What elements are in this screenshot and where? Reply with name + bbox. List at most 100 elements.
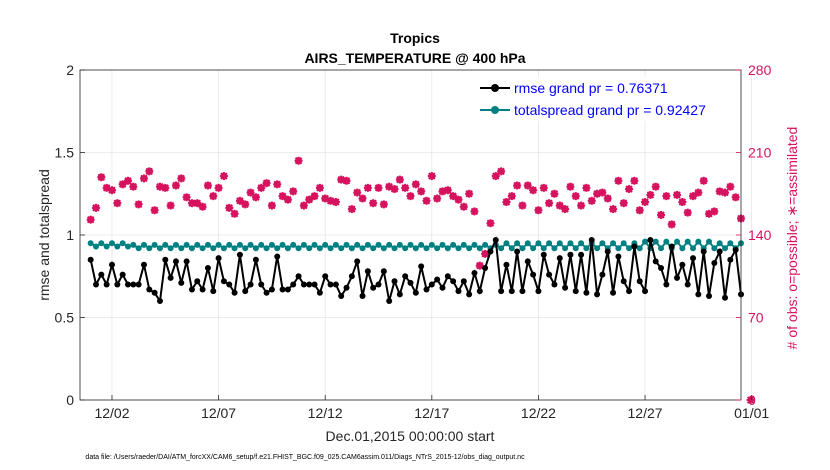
totalspread-point: [156, 245, 163, 252]
rmse-point: [508, 288, 515, 295]
totalspread-point: [268, 241, 275, 248]
totalspread-point: [263, 245, 270, 252]
rmse-point: [188, 286, 195, 293]
obs-possible-point: [641, 198, 649, 206]
totalspread-point: [151, 241, 158, 248]
totalspread-point: [610, 240, 617, 247]
obs-possible-point: [545, 199, 553, 207]
obs-possible-point: [247, 189, 255, 197]
rmse-point: [551, 281, 558, 288]
totalspread-point: [311, 241, 318, 248]
rmse-point: [444, 273, 451, 280]
totalspread-point: [556, 240, 563, 247]
totalspread-point: [562, 245, 569, 252]
obs-possible-point: [524, 182, 532, 189]
rmse-point: [620, 278, 627, 285]
rmse-point: [492, 236, 499, 243]
rmse-point: [583, 289, 590, 296]
totalspread-point: [567, 240, 574, 247]
rmse-point: [162, 256, 169, 263]
obs-possible-point: [343, 177, 351, 185]
totalspread-point: [386, 241, 393, 248]
x-tick-label: 12/22: [521, 405, 556, 421]
totalspread-point: [295, 245, 302, 252]
totalspread-point: [418, 241, 425, 248]
x-tick-label: 12/02: [94, 405, 129, 421]
rmse-point: [295, 273, 302, 280]
totalspread-point: [423, 245, 430, 252]
obs-possible-point: [284, 196, 292, 204]
totalspread-point: [188, 245, 195, 252]
obs-possible-point: [225, 204, 233, 212]
totalspread-point: [252, 245, 259, 252]
y-right-tick-label: 70: [748, 310, 764, 326]
totalspread-point: [290, 241, 297, 248]
rmse-point: [535, 288, 542, 295]
rmse-point: [402, 273, 409, 280]
rmse-point: [546, 271, 553, 278]
rmse-point: [332, 281, 339, 288]
obs-possible-point: [231, 210, 239, 218]
rmse-point: [274, 253, 281, 260]
rmse-point: [418, 263, 425, 270]
totalspread-point: [599, 240, 606, 247]
rmse-point: [178, 279, 185, 286]
totalspread-point: [204, 241, 211, 248]
totalspread-point: [503, 240, 510, 247]
totalspread-point: [354, 241, 361, 248]
obs-possible-point: [476, 262, 484, 270]
obs-possible-point: [710, 207, 718, 215]
rmse-point: [306, 281, 313, 288]
totalspread-point: [258, 241, 265, 248]
obs-possible-point: [263, 179, 271, 187]
totalspread-point: [508, 245, 515, 252]
rmse-point: [706, 293, 713, 300]
rmse-point: [194, 278, 201, 285]
obs-possible-point: [289, 187, 297, 195]
obs-possible-point: [332, 198, 340, 206]
obs-possible-point: [97, 173, 105, 181]
totalspread-point: [482, 241, 489, 248]
totalspread-point: [236, 241, 243, 248]
rmse-point: [386, 298, 393, 304]
obs-possible-point: [295, 157, 303, 165]
obs-possible-point: [252, 193, 260, 201]
totalspread-point: [407, 241, 414, 248]
totalspread-point: [327, 245, 334, 252]
totalspread-point: [247, 241, 254, 248]
rmse-point: [455, 288, 462, 295]
obs-possible-point: [566, 183, 574, 191]
rmse-point: [524, 258, 531, 265]
rmse-point: [636, 278, 643, 285]
rmse-point: [684, 281, 691, 288]
totalspread-point: [146, 245, 153, 252]
obs-possible-point: [620, 199, 628, 207]
totalspread-point: [199, 245, 206, 252]
obs-possible-point: [215, 184, 223, 192]
rmse-point: [503, 261, 510, 268]
obs-possible-point: [428, 172, 436, 180]
obs-possible-point: [662, 192, 670, 200]
totalspread-point: [439, 241, 446, 248]
obs-possible-point: [518, 202, 526, 210]
obs-possible-point: [273, 180, 281, 188]
obs-possible-point: [348, 205, 356, 213]
totalspread-point: [172, 241, 179, 248]
obs-possible-point: [140, 174, 148, 182]
totalspread-point: [476, 245, 483, 252]
obs-possible-point: [673, 191, 681, 199]
obs-possible-point: [407, 192, 414, 200]
obs-possible-point: [119, 180, 127, 188]
rmse-point: [263, 289, 270, 296]
totalspread-point: [343, 241, 350, 248]
y-right-tick-label: 0: [748, 392, 756, 408]
totalspread-point: [108, 240, 115, 247]
series-layer: [86, 156, 755, 404]
totalspread-point: [284, 245, 291, 252]
totalspread-point: [546, 240, 553, 247]
rmse-point: [236, 251, 243, 258]
rmse-point: [226, 281, 233, 288]
obs-possible-point: [481, 250, 489, 258]
rmse-point: [391, 278, 398, 285]
obs-possible-point: [529, 186, 537, 194]
